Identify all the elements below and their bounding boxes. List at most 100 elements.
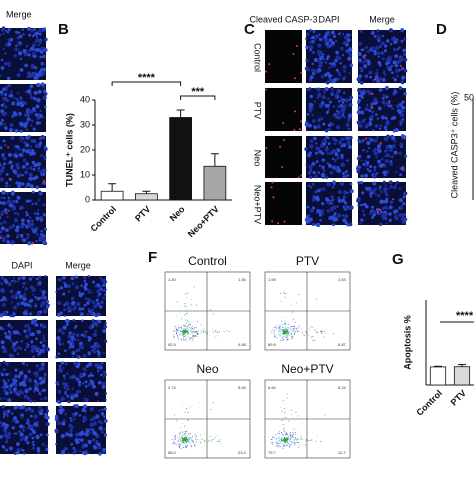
nucleus xyxy=(337,190,342,194)
nucleus xyxy=(16,450,20,455)
nucleus xyxy=(388,180,393,185)
nucleus xyxy=(99,305,103,309)
nucleus xyxy=(15,30,18,34)
nucleus xyxy=(306,205,310,209)
nucleus xyxy=(391,136,396,141)
nucleus xyxy=(80,284,83,287)
nucleus xyxy=(69,341,73,346)
event-dot xyxy=(281,432,283,434)
event-dot xyxy=(181,436,183,438)
nucleus xyxy=(23,140,27,145)
nucleus xyxy=(32,443,35,447)
event-dot xyxy=(305,439,307,441)
event-dot xyxy=(294,437,296,439)
nucleus xyxy=(369,109,372,112)
event-dot xyxy=(197,438,199,440)
nucleus xyxy=(1,210,5,215)
nucleus xyxy=(87,336,90,339)
nucleus xyxy=(90,372,93,375)
nucleus xyxy=(384,165,387,168)
event-dot xyxy=(182,443,184,445)
nucleus xyxy=(95,303,99,307)
x-tick-label: PTV xyxy=(133,204,152,223)
nucleus xyxy=(66,372,69,376)
nucleus xyxy=(318,64,322,69)
nucleus xyxy=(98,409,101,412)
nucleus xyxy=(34,303,37,306)
nucleus xyxy=(348,47,353,52)
nucleus xyxy=(31,190,35,194)
event-dot xyxy=(288,445,290,447)
event-dot xyxy=(176,331,178,333)
nucleus xyxy=(319,103,324,108)
event-dot xyxy=(279,328,281,330)
event-dot xyxy=(178,330,180,332)
nucleus xyxy=(44,37,48,42)
nucleus xyxy=(304,147,308,151)
nucleus xyxy=(29,87,32,91)
nucleus xyxy=(7,398,12,403)
event-dot xyxy=(278,433,280,435)
nucleus xyxy=(26,441,30,445)
nucleus xyxy=(306,32,310,37)
event-dot xyxy=(179,442,181,444)
nucleus xyxy=(68,331,72,335)
nucleus xyxy=(329,170,334,175)
event-dot xyxy=(184,446,186,448)
nucleus xyxy=(100,421,104,425)
nucleus xyxy=(21,182,25,186)
nucleus xyxy=(37,409,41,413)
nucleus xyxy=(386,39,390,43)
nucleus xyxy=(93,445,98,450)
nucleus xyxy=(342,218,347,223)
nucleus xyxy=(365,74,368,77)
event-dot xyxy=(285,333,287,335)
nucleus xyxy=(30,409,35,413)
nucleus xyxy=(75,349,79,353)
event-dot xyxy=(182,336,184,338)
nucleus xyxy=(384,86,389,91)
nucleus xyxy=(46,300,50,304)
event-dot xyxy=(289,431,291,433)
nucleus xyxy=(343,190,347,195)
nucleus xyxy=(39,341,43,344)
event-dot xyxy=(295,327,297,329)
nucleus xyxy=(372,172,378,177)
event-dot xyxy=(286,329,288,331)
nucleus xyxy=(327,97,330,100)
nucleus xyxy=(321,165,325,169)
event-dot xyxy=(195,304,197,306)
nucleus xyxy=(35,216,40,221)
nucleus xyxy=(309,28,312,32)
nucleus xyxy=(13,451,17,455)
nucleus xyxy=(67,400,71,404)
event-dot xyxy=(324,332,326,334)
nucleus xyxy=(341,106,346,112)
nucleus xyxy=(320,209,325,213)
event-dot xyxy=(283,431,285,433)
event-dot xyxy=(196,335,198,337)
nucleus xyxy=(337,111,341,115)
nucleus xyxy=(381,57,385,61)
nucleus xyxy=(309,45,314,50)
event-dot xyxy=(271,442,273,444)
event-dot xyxy=(278,436,280,438)
nucleus xyxy=(2,201,6,205)
nucleus xyxy=(363,59,368,63)
nucleus xyxy=(5,181,9,185)
event-dot xyxy=(279,330,281,332)
event-dot xyxy=(197,333,199,335)
nucleus xyxy=(81,382,85,385)
nucleus xyxy=(82,333,87,338)
nucleus xyxy=(375,152,379,155)
nucleus xyxy=(13,378,18,383)
marker xyxy=(42,179,45,182)
nucleus xyxy=(330,86,334,90)
nucleus xyxy=(343,69,347,73)
nucleus xyxy=(83,276,87,280)
nucleus xyxy=(356,110,361,115)
event-dot xyxy=(185,447,187,449)
nucleus xyxy=(16,290,21,295)
nucleus xyxy=(347,118,351,122)
